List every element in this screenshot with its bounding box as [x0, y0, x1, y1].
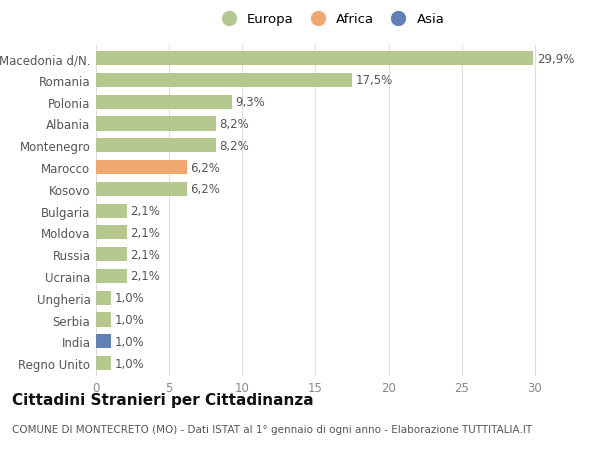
Bar: [96, 95, 232, 110]
Text: 17,5%: 17,5%: [356, 74, 393, 87]
Bar: [96, 335, 110, 349]
Legend: Europa, Africa, Asia: Europa, Africa, Asia: [215, 13, 445, 27]
Bar: [96, 226, 127, 240]
Bar: [96, 52, 533, 66]
Bar: [96, 161, 187, 175]
Bar: [96, 291, 110, 305]
Text: 1,0%: 1,0%: [114, 313, 144, 326]
Bar: [96, 139, 216, 153]
Bar: [96, 313, 110, 327]
Text: 1,0%: 1,0%: [114, 335, 144, 348]
Text: 2,1%: 2,1%: [130, 270, 160, 283]
Text: 1,0%: 1,0%: [114, 357, 144, 370]
Bar: [96, 204, 127, 218]
Bar: [96, 73, 352, 88]
Text: 29,9%: 29,9%: [537, 52, 574, 66]
Text: 8,2%: 8,2%: [220, 140, 250, 152]
Text: 6,2%: 6,2%: [190, 183, 220, 196]
Text: 2,1%: 2,1%: [130, 248, 160, 261]
Bar: [96, 117, 216, 131]
Text: 8,2%: 8,2%: [220, 118, 250, 131]
Text: 6,2%: 6,2%: [190, 161, 220, 174]
Bar: [96, 247, 127, 262]
Text: Cittadini Stranieri per Cittadinanza: Cittadini Stranieri per Cittadinanza: [12, 392, 314, 408]
Text: 2,1%: 2,1%: [130, 205, 160, 218]
Text: 2,1%: 2,1%: [130, 226, 160, 239]
Bar: [96, 182, 187, 196]
Text: 9,3%: 9,3%: [236, 96, 265, 109]
Bar: [96, 356, 110, 370]
Bar: [96, 269, 127, 284]
Text: 1,0%: 1,0%: [114, 291, 144, 305]
Text: COMUNE DI MONTECRETO (MO) - Dati ISTAT al 1° gennaio di ogni anno - Elaborazione: COMUNE DI MONTECRETO (MO) - Dati ISTAT a…: [12, 425, 532, 435]
